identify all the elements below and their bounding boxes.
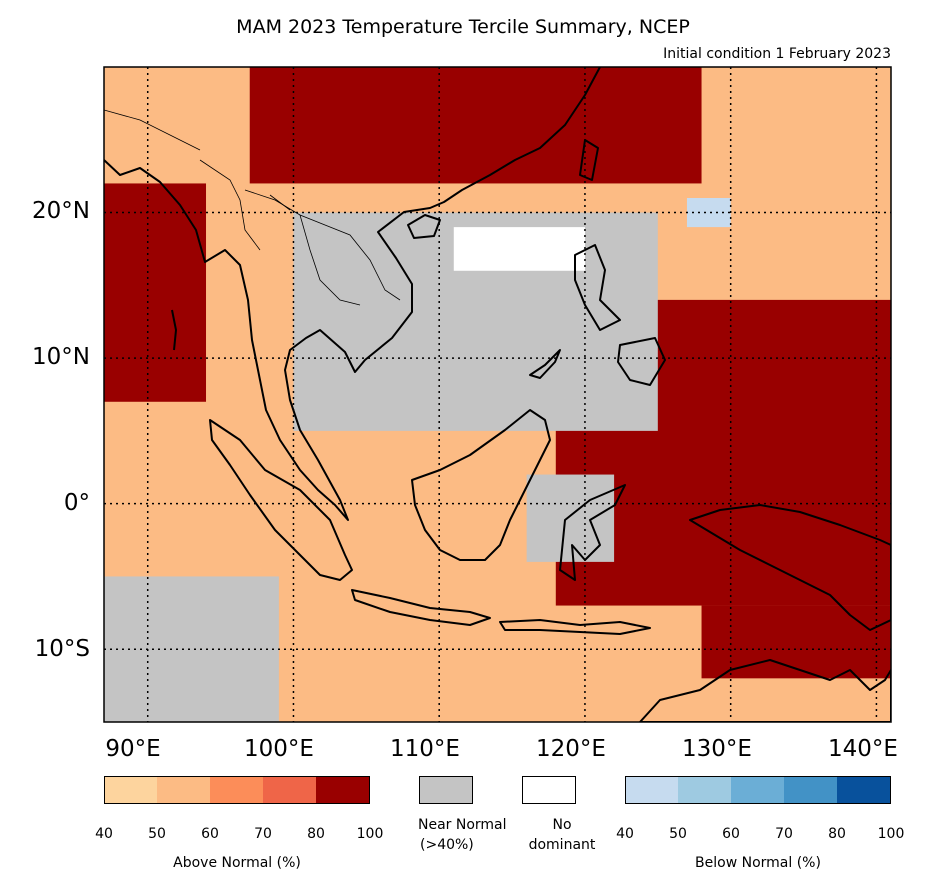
country-borders xyxy=(104,109,401,306)
below-seg-50-60 xyxy=(678,776,731,804)
above-tick-50: 50 xyxy=(148,826,166,842)
below-seg-40-50 xyxy=(625,776,678,804)
coastlines xyxy=(104,67,891,722)
map-title: MAM 2023 Temperature Tercile Summary, NC… xyxy=(236,16,690,38)
borneo-coastline xyxy=(411,409,551,561)
below-tick-50: 50 xyxy=(669,826,687,842)
map-subtitle: Initial condition 1 February 2023 xyxy=(663,46,891,62)
below-colorbar-frame xyxy=(625,776,891,804)
above-colorbar-frame xyxy=(104,776,370,804)
above-colorbar-label: Above Normal (%) xyxy=(173,855,301,871)
above-tick-40: 40 xyxy=(95,826,113,842)
lat-label-20n: 20°N xyxy=(32,198,90,224)
below-tick-40: 40 xyxy=(616,826,634,842)
above-seg-50-60 xyxy=(157,776,210,804)
lat-label-10n: 10°N xyxy=(32,344,90,370)
palawan-coastline xyxy=(529,349,561,379)
above-tick-100: 100 xyxy=(356,826,384,842)
above-tick-60: 60 xyxy=(201,826,219,842)
lon-label-140e: 140°E xyxy=(828,736,898,762)
lat-label-10s: 10°S xyxy=(34,636,90,662)
sulawesi-coastline xyxy=(559,484,626,581)
near-normal-label-1: Near Normal xyxy=(418,817,507,833)
mindanao-coastline xyxy=(617,337,666,386)
region-above-80-100-3 xyxy=(701,605,891,679)
below-seg-70-80 xyxy=(784,776,837,804)
map-frame xyxy=(103,66,892,723)
hainan-coastline xyxy=(407,214,441,239)
near-normal-swatch xyxy=(419,776,473,804)
lat-label-0: 0° xyxy=(63,490,90,516)
below-tick-100: 100 xyxy=(877,826,905,842)
below-tick-60: 60 xyxy=(722,826,740,842)
tercile-cells xyxy=(104,67,891,722)
region-near-normal-6 xyxy=(526,474,615,562)
lon-label-90e: 90°E xyxy=(105,736,161,762)
above-tick-80: 80 xyxy=(307,826,325,842)
below-seg-60-70 xyxy=(731,776,784,804)
near-normal-label-2: (>40%) xyxy=(420,837,474,853)
below-tick-80: 80 xyxy=(828,826,846,842)
below-colorbar-label: Below Normal (%) xyxy=(695,855,821,871)
lon-label-110e: 110°E xyxy=(390,736,460,762)
above-seg-60-70 xyxy=(210,776,263,804)
above-seg-40-50 xyxy=(104,776,157,804)
lesser-sunda-coastline xyxy=(499,619,651,635)
lon-label-100e: 100°E xyxy=(244,736,314,762)
below-seg-80-100 xyxy=(837,776,891,804)
australia-coastline xyxy=(639,659,891,722)
above-seg-70-80 xyxy=(263,776,316,804)
below-tick-70: 70 xyxy=(775,826,793,842)
graticule xyxy=(104,67,891,722)
region-near-normal-5 xyxy=(104,576,279,722)
map-area xyxy=(104,67,891,722)
lon-label-130e: 130°E xyxy=(682,736,752,762)
region-above-80-100-1 xyxy=(249,67,702,184)
luzon-coastline xyxy=(574,244,621,331)
lon-label-120e: 120°E xyxy=(536,736,606,762)
andaman-coastline xyxy=(171,309,177,351)
new-guinea-coastline xyxy=(689,504,891,631)
above-tick-70: 70 xyxy=(254,826,272,842)
region-above-80-100-0 xyxy=(104,183,207,402)
above-seg-80-100 xyxy=(316,776,370,804)
no-dominant-swatch xyxy=(522,776,576,804)
sumatra-coastline xyxy=(209,419,353,581)
java-coastline xyxy=(351,589,491,626)
no-dominant-label-1: No xyxy=(552,817,572,833)
region-no-dominant-7 xyxy=(453,227,585,271)
no-dominant-label-2: dominant xyxy=(528,837,596,853)
mainland-coastline xyxy=(104,67,601,521)
taiwan-coastline xyxy=(579,139,599,181)
